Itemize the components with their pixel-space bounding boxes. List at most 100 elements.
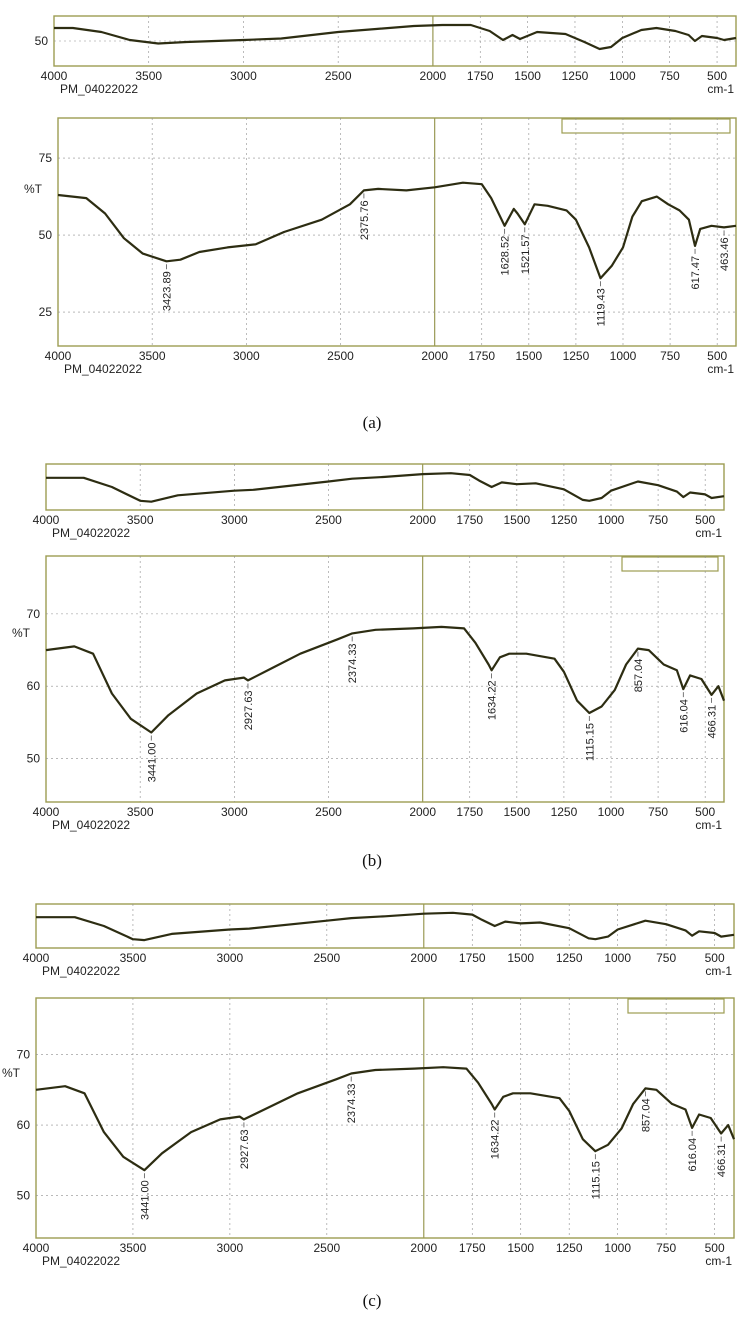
chart-a-main-x-tick-label: 4000 [45,349,72,363]
caption-c: (c) [363,1291,382,1310]
chart-a-main-legend-box [561,118,731,134]
chart-c-main-x-tick-label: 1250 [556,1241,583,1255]
chart-b-main-peak-label: 466.31 [707,705,719,739]
chart-a-main-x-tick-label: 1750 [468,349,495,363]
chart-b-main-peak-label: 2927.63 [243,690,255,730]
chart-c-main: 4000 3500 3000 2500 2000 1750 1500 1250 1000 750 5… [2,997,736,1268]
chart-b-overview-plot-frame [45,463,725,511]
chart-b-overview-x-tick-label: 3000 [221,513,248,527]
chart-a-overview-x-tick-label: 1250 [562,69,589,83]
chart-b-main-peak-label: 616.04 [678,699,690,733]
chart-b-main-x-tick-label: 3500 [127,805,154,819]
caption-a: (a) [363,413,382,432]
chart-a-main: 4000 3500 3000 2500 2000 1750 1500 1250 1000 750 5… [24,117,737,376]
chart-c-main-peak-label: 466.31 [716,1143,728,1177]
chart-c-overview-x-tick-label: 1500 [507,951,534,965]
chart-c-main-peak-label: 3441.00 [139,1180,151,1220]
chart-b-main-y-axis-label: %T [12,626,31,640]
chart-b-main-y-tick-label: 50 [27,752,41,766]
chart-c-main-peak-label: 616.04 [687,1138,699,1172]
chart-a-main-x-tick-label: 1250 [563,349,590,363]
chart-b-main-x-tick-label: 1250 [551,805,578,819]
chart-c-main-peak-label: 1115.15 [590,1161,602,1199]
chart-a-main-x-tick-label: 3000 [233,349,260,363]
chart-a-main-x-tick-label: 2500 [327,349,354,363]
chart-a-overview-x-tick-label: 1000 [609,69,636,83]
chart-a-main-y-tick-label: 25 [39,305,53,319]
chart-b-main-peak-label: 2374.33 [347,643,359,683]
chart-c-main-y-tick-label: 50 [17,1189,31,1203]
chart-c-main-legend-box [627,998,725,1014]
chart-a-overview-x-tick-label: 750 [660,69,680,83]
chart-c-main-peak-label: 1634.22 [490,1120,502,1160]
chart-c-main-y-tick-label: 70 [17,1047,31,1061]
chart-a-overview-x-tick-label: 1500 [514,69,541,83]
chart-c-main-series-trace [35,1066,736,1172]
chart-b-overview-series-trace [46,472,725,503]
chart-a-overview-x-tick-label: 2500 [325,69,352,83]
chart-b-main-unit-label: cm-1 [695,818,722,832]
chart-c-overview-x-tick-label: 1000 [604,951,631,965]
chart-a-main-peak-label: 2375.76 [359,200,371,240]
chart-a-overview-x-tick-label: 4000 [41,69,68,83]
chart-c-overview: 4000 3500 3000 2500 2000 1750 1500 1250 1000 750 5… [23,903,735,978]
chart-c-main-x-tick-label: 2500 [313,1241,340,1255]
chart-a-main-x-tick-label: 2000 [421,349,448,363]
caption-b: (b) [362,851,382,870]
chart-b-main-x-tick-label: 3000 [221,805,248,819]
chart-c-overview-x-tick-label: 1250 [556,951,583,965]
chart-a-main-y-tick-label: 75 [39,151,53,165]
chart-b-main-peak-label: 1115.15 [584,723,596,761]
chart-c-main-unit-label: cm-1 [705,1254,732,1268]
chart-b-overview-x-tick-label: 4000 [33,513,60,527]
panels-layer: 4000 3500 3000 2500 2000 1750 1500 1250 1000 750 5… [2,15,737,1268]
chart-c-main-x-tick-label: 2000 [410,1241,437,1255]
chart-a-overview-sample-label: PM_04022022 [60,82,138,96]
chart-b-overview-unit-label: cm-1 [695,526,722,540]
chart-b-main: 4000 3500 3000 2500 2000 1750 1500 1250 1000 750 5… [12,555,726,832]
chart-a-overview-x-tick-label: 3000 [230,69,257,83]
chart-c-main-peak-label: 857.04 [640,1098,652,1132]
chart-a-main-x-tick-label: 500 [707,349,727,363]
chart-a-main-sample-label: PM_04022022 [64,362,142,376]
chart-b-main-x-tick-label: 2000 [409,805,436,819]
chart-a-main-unit-label: cm-1 [707,362,734,376]
chart-b-main-x-tick-label: 750 [648,805,668,819]
chart-b-main-peak-label: 857.04 [633,659,645,693]
chart-c-main-x-tick-label: 1750 [459,1241,486,1255]
chart-c-overview-x-tick-label: 4000 [23,951,50,965]
chart-a-main-peak-label: 3423.89 [161,271,173,311]
chart-a-overview-x-tick-label: 2000 [420,69,447,83]
chart-c-overview-sample-label: PM_04022022 [42,964,120,978]
chart-c-main-peak-label: 2927.63 [239,1129,251,1169]
chart-a-main-x-tick-label: 1500 [515,349,542,363]
chart-b-overview-x-tick-label: 750 [648,513,668,527]
chart-a-main-peak-label: 617.47 [690,256,702,290]
chart-b-main-series-trace [45,625,726,734]
chart-b-overview-x-tick-label: 1500 [503,513,530,527]
chart-b-overview-x-tick-label: 500 [695,513,715,527]
chart-b-main-x-tick-label: 1000 [598,805,625,819]
chart-b-overview-x-tick-label: 2500 [315,513,342,527]
chart-a-overview-series-trace [54,23,737,51]
chart-c-overview-x-tick-label: 500 [705,951,725,965]
chart-a-main-plot-frame [57,117,737,347]
chart-a-main-peak-label: 1521.57 [520,234,532,274]
chart-c-overview-x-tick-label: 2000 [410,951,437,965]
chart-a-main-peak-label: 1628.52 [500,236,512,276]
chart-c-main-sample-label: PM_04022022 [42,1254,120,1268]
chart-c-overview-series-trace [36,911,735,942]
chart-c-main-x-tick-label: 500 [705,1241,725,1255]
chart-b-overview-x-tick-label: 1000 [598,513,625,527]
chart-c-overview-x-tick-label: 2500 [313,951,340,965]
chart-c-overview-x-tick-label: 1750 [459,951,486,965]
chart-a-main-peak-label: 1119.43 [596,288,608,326]
chart-a-overview-unit-label: cm-1 [707,82,734,96]
chart-b-main-y-tick-label: 60 [27,679,41,693]
chart-a-main-y-tick-label: 50 [39,228,53,242]
chart-c-main-x-tick-label: 3000 [217,1241,244,1255]
chart-c-main-peak-label: 2374.33 [346,1084,358,1124]
chart-a-main-x-tick-label: 3500 [139,349,166,363]
chart-c-overview-unit-label: cm-1 [705,964,732,978]
chart-a-main-x-tick-label: 1000 [610,349,637,363]
